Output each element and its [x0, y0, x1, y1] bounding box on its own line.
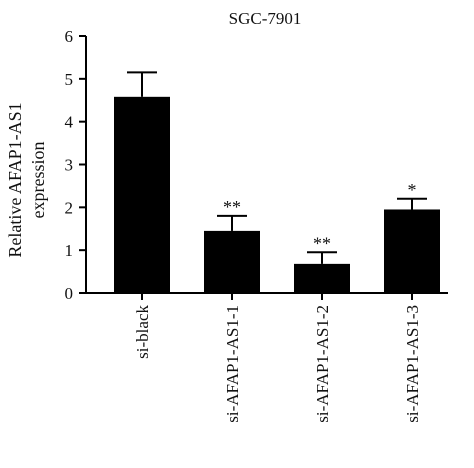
y-tick-label: 3 [65, 156, 74, 175]
x-tick-label: si-black [133, 305, 152, 359]
significance-label: ** [313, 233, 331, 253]
x-tick-label: si-AFAP1-AS1-2 [313, 305, 332, 423]
y-tick-label: 1 [65, 241, 74, 260]
y-tick-label: 5 [65, 70, 74, 89]
bar [384, 209, 440, 293]
bar [294, 263, 350, 293]
y-tick-label: 6 [65, 27, 74, 46]
bar [114, 96, 170, 293]
significance-label: * [408, 180, 417, 200]
tick-labels: 0 1 2 3 4 5 6 si-black si-AFAP1-AS1-1 si-AFAP1-AS… [65, 27, 423, 423]
y-tick-label: 2 [65, 198, 74, 217]
y-tick-label: 0 [65, 284, 74, 303]
bars: ***** [114, 71, 440, 293]
significance-label: ** [223, 197, 241, 217]
y-axis-label-line-1: Relative AFAP1-AS1 [5, 102, 25, 257]
y-axis-label-line-2: expression [28, 142, 48, 219]
bar [204, 230, 260, 293]
x-tick-label: si-AFAP1-AS1-3 [403, 305, 422, 423]
chart-title: SGC-7901 [229, 9, 302, 28]
x-tick-label: si-AFAP1-AS1-1 [223, 305, 242, 423]
y-tick-label: 4 [65, 113, 74, 132]
